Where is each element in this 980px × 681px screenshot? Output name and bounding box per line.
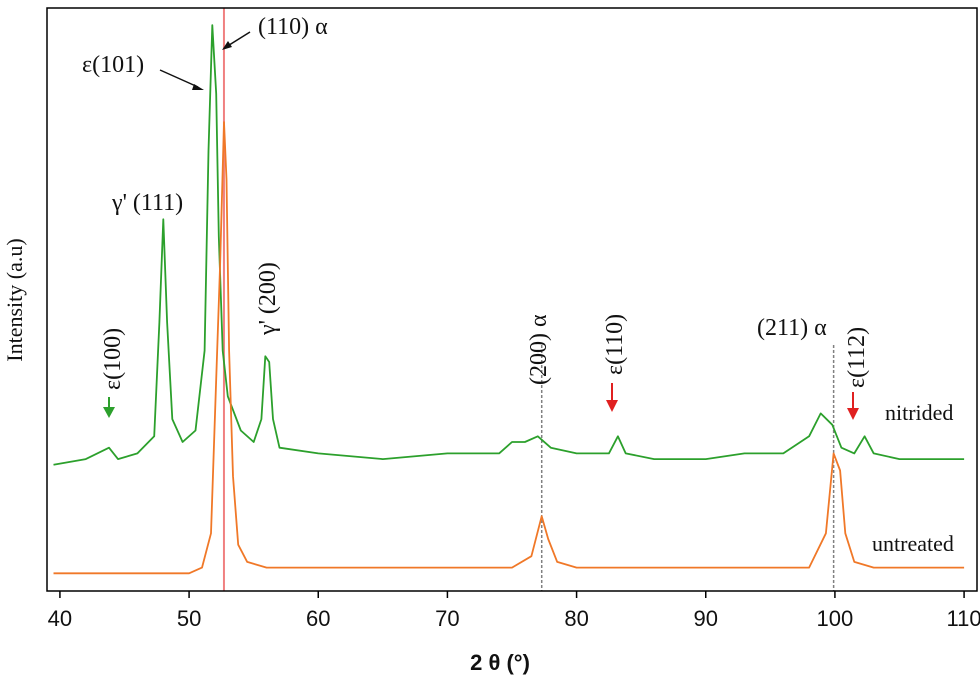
annotation-epsilon-100: ε(100) [100,328,126,390]
x-tick-label-70: 70 [435,606,459,631]
annotation-epsilon-101: ε(101) [82,52,144,78]
x-tick-label-60: 60 [306,606,330,631]
series-label-nitrided: nitrided [885,400,953,425]
series-layer [53,24,965,575]
annotation-110-alpha: (110) α [258,14,328,40]
arrow-head-epsilon-112 [847,408,859,420]
arrow-epsilon-101 [159,69,199,88]
x-tick-label-110: 110 [947,606,980,631]
annotation-200-alpha: (200) α [526,314,552,385]
x-ticks: 40 50 60 70 80 90 100 110 [48,591,980,631]
arrow-head-epsilon-101 [192,84,204,90]
x-tick-label-100: 100 [817,606,854,631]
annotation-gamma-111: γ' (111) [111,190,183,216]
x-tick-label-90: 90 [694,606,718,631]
series-label-untreated: untreated [872,531,954,556]
annotation-epsilon-112: ε(112) [844,327,870,388]
arrow-head-110-alpha [222,41,232,50]
arrow-head-epsilon-110 [606,400,618,412]
axes-frame [46,7,978,592]
annotation-epsilon-110: ε(110) [602,314,628,375]
x-tick-label-40: 40 [48,606,72,631]
x-tick-label-50: 50 [177,606,201,631]
annotation-211-alpha: (211) α [757,315,827,341]
series-line-untreated [53,121,965,575]
plot-lines [222,8,835,591]
x-tick-label-80: 80 [564,606,588,631]
series-line-nitrided [53,24,965,466]
x-axis-title: 2 θ (°) [470,650,530,675]
arrow-head-epsilon-100 [103,407,115,418]
annotation-gamma-200: γ' (200) [255,262,281,336]
y-axis-title: Intensity (a.u) [2,238,27,361]
